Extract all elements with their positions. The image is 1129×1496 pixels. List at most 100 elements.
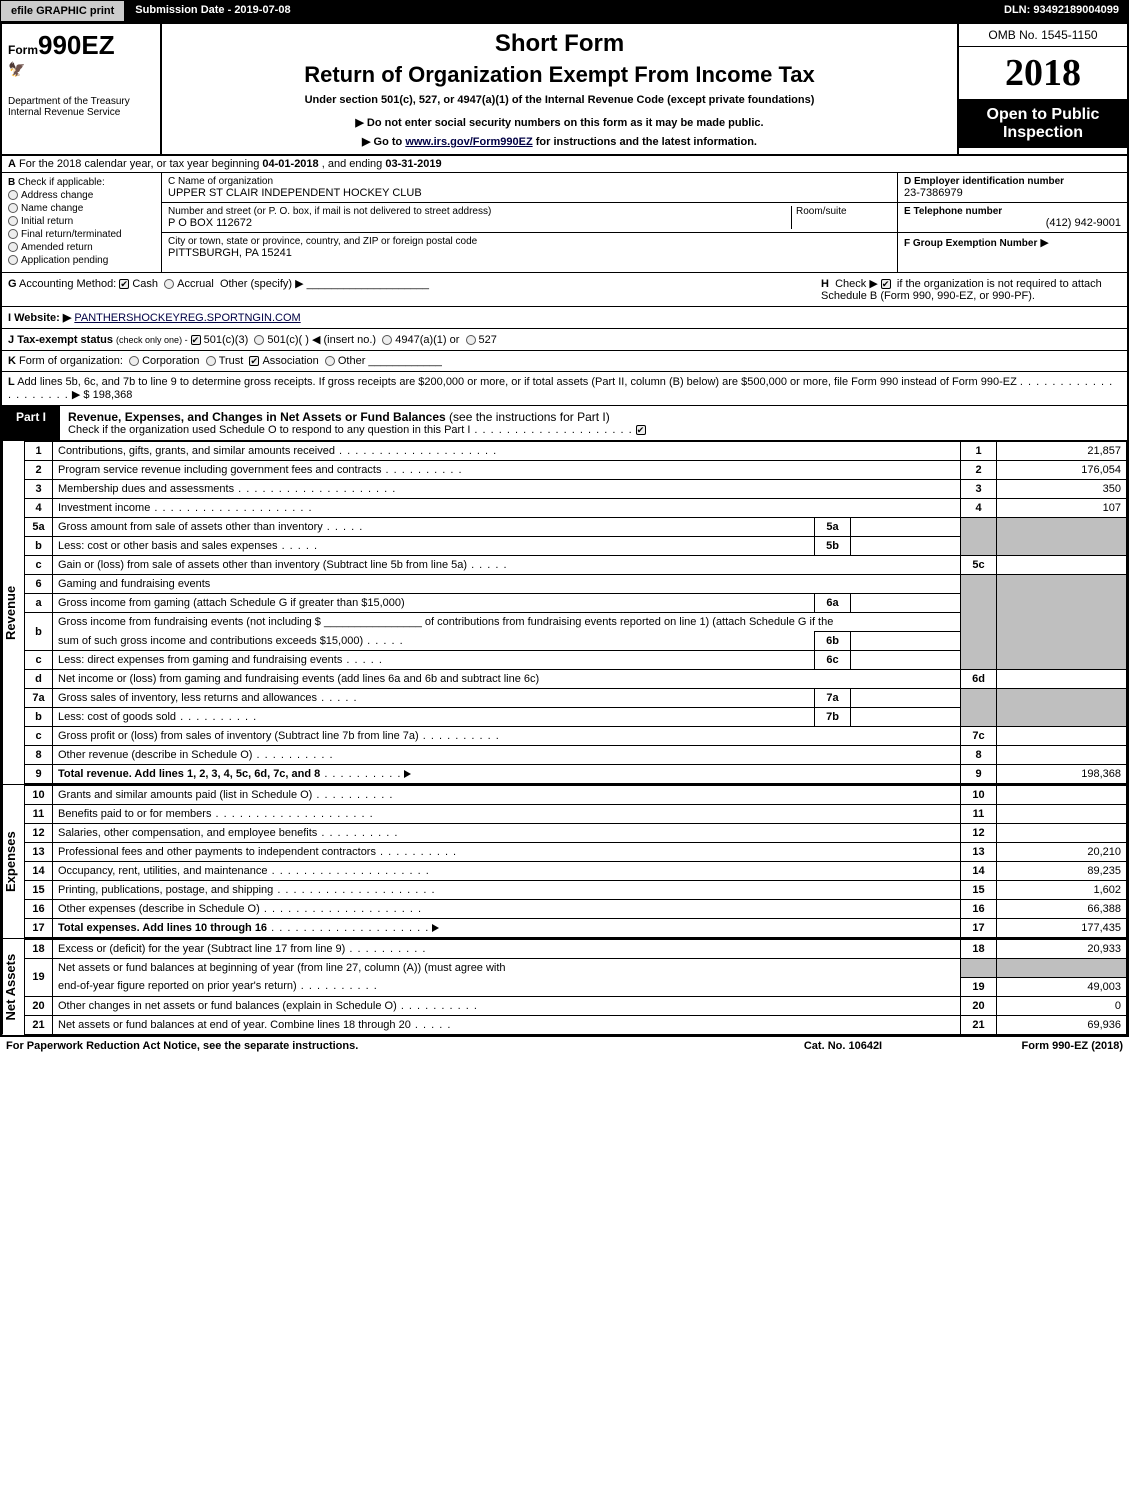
l16-desc-text: Other expenses (describe in Schedule O) <box>58 903 260 915</box>
l6b-desc2: sum of such gross income and contributio… <box>53 632 815 651</box>
col-f-arrow: ▶ <box>1040 237 1048 249</box>
l18-desc: Excess or (deficit) for the year (Subtra… <box>53 940 961 959</box>
chk-amended-return[interactable]: Amended return <box>8 242 155 253</box>
row-g-label: Accounting Method: <box>19 278 116 290</box>
chk-final-return[interactable]: Final return/terminated <box>8 229 155 240</box>
chk-application-pending-label: Application pending <box>21 255 108 266</box>
revenue-table: 1Contributions, gifts, grants, and simil… <box>24 441 1127 784</box>
dept-treasury: Department of the Treasury <box>8 96 154 107</box>
col-e-phone: E Telephone number (412) 942-9001 <box>898 203 1127 233</box>
l5c-num: c <box>25 556 53 575</box>
chk-527[interactable] <box>466 335 476 345</box>
l11-amt <box>997 805 1127 824</box>
l5a-num: 5a <box>25 518 53 537</box>
chk-cash[interactable] <box>119 279 129 289</box>
chk-corp[interactable] <box>129 356 139 366</box>
l20-dots <box>397 1000 478 1012</box>
tax-year: 2018 <box>959 47 1127 100</box>
l14-desc: Occupancy, rent, utilities, and maintena… <box>53 862 961 881</box>
l21-dots <box>411 1019 452 1031</box>
l17-rnum: 17 <box>961 919 997 938</box>
submission-date: Submission Date - 2019-07-08 <box>125 0 300 22</box>
l16-num: 16 <box>25 900 53 919</box>
row-k-label: Form of organization: <box>19 355 123 367</box>
chk-assoc-label: Association <box>262 355 318 367</box>
row-i: I Website: ▶ PANTHERSHOCKEYREG.SPORTNGIN… <box>2 307 1127 329</box>
l6d-num: d <box>25 670 53 689</box>
l11-num: 11 <box>25 805 53 824</box>
chk-trust[interactable] <box>206 356 216 366</box>
part1-header: Part I Revenue, Expenses, and Changes in… <box>2 406 1127 441</box>
line-18: 18Excess or (deficit) for the year (Subt… <box>25 940 1127 959</box>
l21-num: 21 <box>25 1015 53 1034</box>
col-e-phone-value: (412) 942-9001 <box>904 217 1121 229</box>
l17-desc-text: Total expenses. Add lines 10 through 16 <box>58 922 267 934</box>
l20-amt: 0 <box>997 996 1127 1015</box>
l19-rnum: 19 <box>961 977 997 996</box>
revenue-side-label: Revenue <box>2 441 24 784</box>
l8-desc: Other revenue (describe in Schedule O) <box>53 746 961 765</box>
l15-amt: 1,602 <box>997 881 1127 900</box>
top-bar: efile GRAPHIC print Submission Date - 20… <box>0 0 1129 22</box>
chk-assoc[interactable] <box>249 356 259 366</box>
chk-4947[interactable] <box>382 335 392 345</box>
col-b: B Check if applicable: Address change Na… <box>2 173 162 272</box>
l1-desc: Contributions, gifts, grants, and simila… <box>53 442 961 461</box>
efile-print-button[interactable]: efile GRAPHIC print <box>0 0 125 22</box>
l3-num: 3 <box>25 480 53 499</box>
under-section-text: Under section 501(c), 527, or 4947(a)(1)… <box>172 94 947 106</box>
l7a-desc-text: Gross sales of inventory, less returns a… <box>58 692 317 704</box>
chk-schedule-o[interactable] <box>636 425 646 435</box>
l9-desc-text: Total revenue. Add lines 1, 2, 3, 4, 5c,… <box>58 768 320 780</box>
chk-501c3[interactable] <box>191 335 201 345</box>
l18-dots <box>345 943 426 955</box>
l6c-desc-text: Less: direct expenses from gaming and fu… <box>58 654 342 666</box>
chk-501c[interactable] <box>254 335 264 345</box>
l7a-rnum <box>961 689 997 727</box>
chk-address-change[interactable]: Address change <box>8 190 155 201</box>
l19-amt-grey <box>997 959 1127 978</box>
chk-other[interactable] <box>325 356 335 366</box>
l10-amt <box>997 786 1127 805</box>
l7c-desc: Gross profit or (loss) from sales of inv… <box>53 727 961 746</box>
l15-dots <box>273 884 435 896</box>
l3-dots <box>234 483 396 495</box>
l12-desc-text: Salaries, other compensation, and employ… <box>58 827 317 839</box>
website-link[interactable]: PANTHERSHOCKEYREG.SPORTNGIN.COM <box>74 312 300 324</box>
chk-name-change[interactable]: Name change <box>8 203 155 214</box>
part1-tab: Part I <box>2 406 60 440</box>
chk-501c3-label: 501(c)(3) <box>204 334 249 346</box>
l9-dots <box>320 768 401 780</box>
l7a-num: 7a <box>25 689 53 708</box>
l18-amt: 20,933 <box>997 940 1127 959</box>
part1-sub-text: Check if the organization used Schedule … <box>68 424 470 436</box>
l4-amt: 107 <box>997 499 1127 518</box>
l2-desc: Program service revenue including govern… <box>53 461 961 480</box>
line-a-end: 03-31-2019 <box>385 158 441 170</box>
chk-501c-label: 501(c)( ) ◀ (insert no.) <box>267 334 376 346</box>
l9-arrow-icon <box>404 770 411 778</box>
l1-amt: 21,857 <box>997 442 1127 461</box>
chk-h[interactable] <box>881 279 891 289</box>
l6c-minival <box>851 651 961 670</box>
spacer <box>301 0 994 22</box>
l9-amt: 198,368 <box>997 765 1127 784</box>
col-c-city-label: City or town, state or province, country… <box>168 236 891 247</box>
dln-label: DLN: 93492189004099 <box>994 0 1129 22</box>
chk-corp-label: Corporation <box>142 355 199 367</box>
chk-trust-label: Trust <box>219 355 244 367</box>
chk-initial-return[interactable]: Initial return <box>8 216 155 227</box>
line-10: 10Grants and similar amounts paid (list … <box>25 786 1127 805</box>
l7a-dots <box>317 692 358 704</box>
do-not-enter-text: ▶ Do not enter social security numbers o… <box>172 116 947 129</box>
l17-num: 17 <box>25 919 53 938</box>
goto-link[interactable]: www.irs.gov/Form990EZ <box>405 136 532 148</box>
revenue-body: 1Contributions, gifts, grants, and simil… <box>24 441 1127 784</box>
l3-amt: 350 <box>997 480 1127 499</box>
chk-application-pending[interactable]: Application pending <box>8 255 155 266</box>
l12-dots <box>317 827 398 839</box>
l13-rnum: 13 <box>961 843 997 862</box>
row-g: G Accounting Method: Cash Accrual Other … <box>8 277 821 302</box>
l13-dots <box>376 846 457 858</box>
chk-accrual[interactable] <box>164 279 174 289</box>
